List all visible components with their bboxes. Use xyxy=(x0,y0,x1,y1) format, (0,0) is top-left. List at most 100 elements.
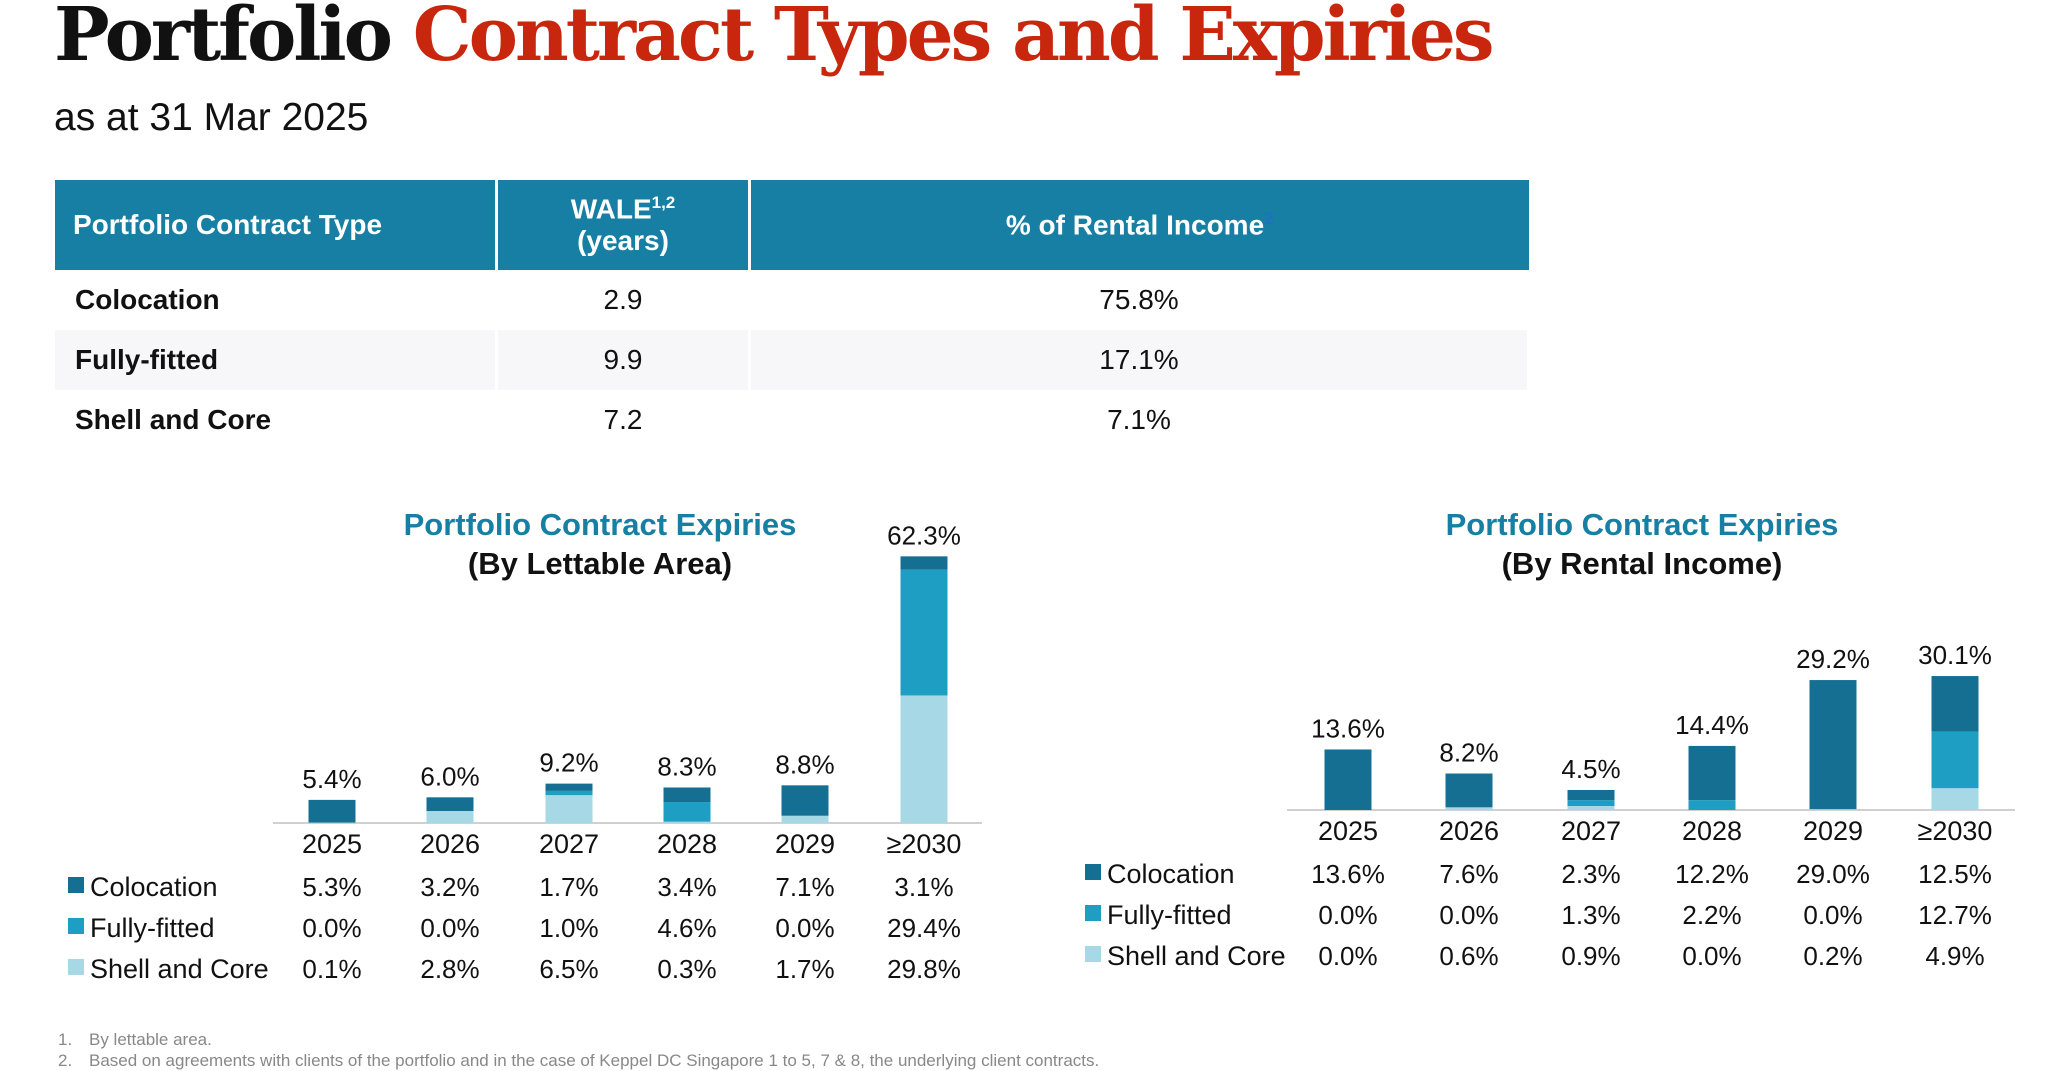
legend-swatch xyxy=(68,877,84,893)
data-table-value: 0.3% xyxy=(657,954,716,984)
bar-colocation xyxy=(1810,680,1857,809)
bar-fully-fitted xyxy=(1932,732,1979,789)
legend-swatch xyxy=(68,918,84,934)
bar-total-label: 4.5% xyxy=(1561,754,1620,784)
data-table-value: 3.2% xyxy=(420,872,479,902)
bar-colocation xyxy=(546,784,593,791)
x-tick-label: 2028 xyxy=(657,829,717,859)
data-table-value: 0.0% xyxy=(1439,900,1498,930)
bar-colocation xyxy=(782,785,829,815)
data-table-value: 7.1% xyxy=(775,872,834,902)
footnote-2: 2.Based on agreements with clients of th… xyxy=(58,1051,1099,1071)
data-table-value: 12.5% xyxy=(1918,859,1992,889)
data-table-value: 2.8% xyxy=(420,954,479,984)
bar-total-label: 14.4% xyxy=(1675,710,1749,740)
data-table-value: 0.9% xyxy=(1561,941,1620,971)
data-table-value: 0.6% xyxy=(1439,941,1498,971)
data-table-value: 3.1% xyxy=(894,872,953,902)
bar-total-label: 29.2% xyxy=(1796,644,1870,674)
bar-total-label: 8.3% xyxy=(657,751,716,781)
bar-colocation xyxy=(427,797,474,811)
bar-fully-fitted xyxy=(664,802,711,822)
legend-label: Shell and Core xyxy=(1107,941,1286,971)
bar-total-label: 6.0% xyxy=(420,761,479,791)
bar-total-label: 8.2% xyxy=(1439,738,1498,768)
x-tick-label: 2025 xyxy=(302,829,362,859)
data-table-value: 29.0% xyxy=(1796,859,1870,889)
data-table-value: 12.2% xyxy=(1675,859,1749,889)
bar-shell-and-core xyxy=(782,816,829,823)
bar-shell-and-core xyxy=(1446,807,1493,810)
bar-fully-fitted xyxy=(901,570,948,696)
legend-swatch xyxy=(1085,905,1101,921)
bar-colocation xyxy=(1446,774,1493,808)
legend-swatch xyxy=(1085,946,1101,962)
x-tick-label: 2027 xyxy=(539,829,599,859)
bar-total-label: 9.2% xyxy=(539,748,598,778)
bar-colocation xyxy=(1932,676,1979,732)
x-tick-label: ≥2030 xyxy=(887,829,962,859)
data-table-value: 12.7% xyxy=(1918,900,1992,930)
data-table-value: 0.0% xyxy=(302,913,361,943)
data-table-value: 29.4% xyxy=(887,913,961,943)
data-table-value: 0.0% xyxy=(1318,900,1377,930)
data-table-value: 0.0% xyxy=(1318,941,1377,971)
bar-fully-fitted xyxy=(546,791,593,795)
data-table-value: 0.0% xyxy=(1682,941,1741,971)
data-table-value: 5.3% xyxy=(302,872,361,902)
footnote-1: 1.By lettable area. xyxy=(58,1030,212,1050)
bar-shell-and-core xyxy=(901,695,948,823)
bar-colocation xyxy=(664,787,711,802)
data-table-value: 0.0% xyxy=(420,913,479,943)
bar-colocation xyxy=(309,800,356,823)
bar-shell-and-core xyxy=(1932,788,1979,810)
bar-total-label: 13.6% xyxy=(1311,713,1385,743)
x-tick-label: ≥2030 xyxy=(1918,816,1993,846)
bar-shell-and-core xyxy=(1568,806,1615,810)
bar-colocation xyxy=(1689,746,1736,800)
data-table-value: 4.6% xyxy=(657,913,716,943)
bar-total-label: 30.1% xyxy=(1918,640,1992,670)
x-tick-label: 2026 xyxy=(420,829,480,859)
data-table-value: 29.8% xyxy=(887,954,961,984)
x-tick-label: 2028 xyxy=(1682,816,1742,846)
x-tick-label: 2029 xyxy=(775,829,835,859)
data-table-value: 0.2% xyxy=(1803,941,1862,971)
bar-total-label: 5.4% xyxy=(302,764,361,794)
bar-shell-and-core xyxy=(1810,809,1857,810)
data-table-value: 2.3% xyxy=(1561,859,1620,889)
legend-swatch xyxy=(68,959,84,975)
bar-total-label: 62.3% xyxy=(887,520,961,550)
data-table-value: 1.7% xyxy=(539,872,598,902)
data-table-value: 0.0% xyxy=(775,913,834,943)
data-table-value: 7.6% xyxy=(1439,859,1498,889)
bar-shell-and-core xyxy=(664,822,711,823)
data-table-value: 2.2% xyxy=(1682,900,1741,930)
bar-fully-fitted xyxy=(1568,800,1615,806)
legend-label: Shell and Core xyxy=(90,954,269,984)
bar-colocation xyxy=(1568,790,1615,800)
data-table-value: 4.9% xyxy=(1925,941,1984,971)
data-table-value: 1.3% xyxy=(1561,900,1620,930)
legend-label: Colocation xyxy=(1107,859,1235,889)
bar-colocation xyxy=(1325,749,1372,810)
data-table-value: 1.7% xyxy=(775,954,834,984)
data-table-value: 0.1% xyxy=(302,954,361,984)
x-tick-label: 2027 xyxy=(1561,816,1621,846)
data-table-value: 1.0% xyxy=(539,913,598,943)
bar-fully-fitted xyxy=(1689,800,1736,810)
bar-shell-and-core xyxy=(546,795,593,823)
legend-label: Fully-fitted xyxy=(1107,900,1232,930)
bar-shell-and-core xyxy=(427,811,474,823)
data-table-value: 13.6% xyxy=(1311,859,1385,889)
bar-colocation xyxy=(901,556,948,569)
x-tick-label: 2025 xyxy=(1318,816,1378,846)
legend-label: Colocation xyxy=(90,872,218,902)
x-tick-label: 2029 xyxy=(1803,816,1863,846)
data-table-value: 0.0% xyxy=(1803,900,1862,930)
bar-total-label: 8.8% xyxy=(775,749,834,779)
x-tick-label: 2026 xyxy=(1439,816,1499,846)
data-table-value: 3.4% xyxy=(657,872,716,902)
legend-label: Fully-fitted xyxy=(90,913,215,943)
